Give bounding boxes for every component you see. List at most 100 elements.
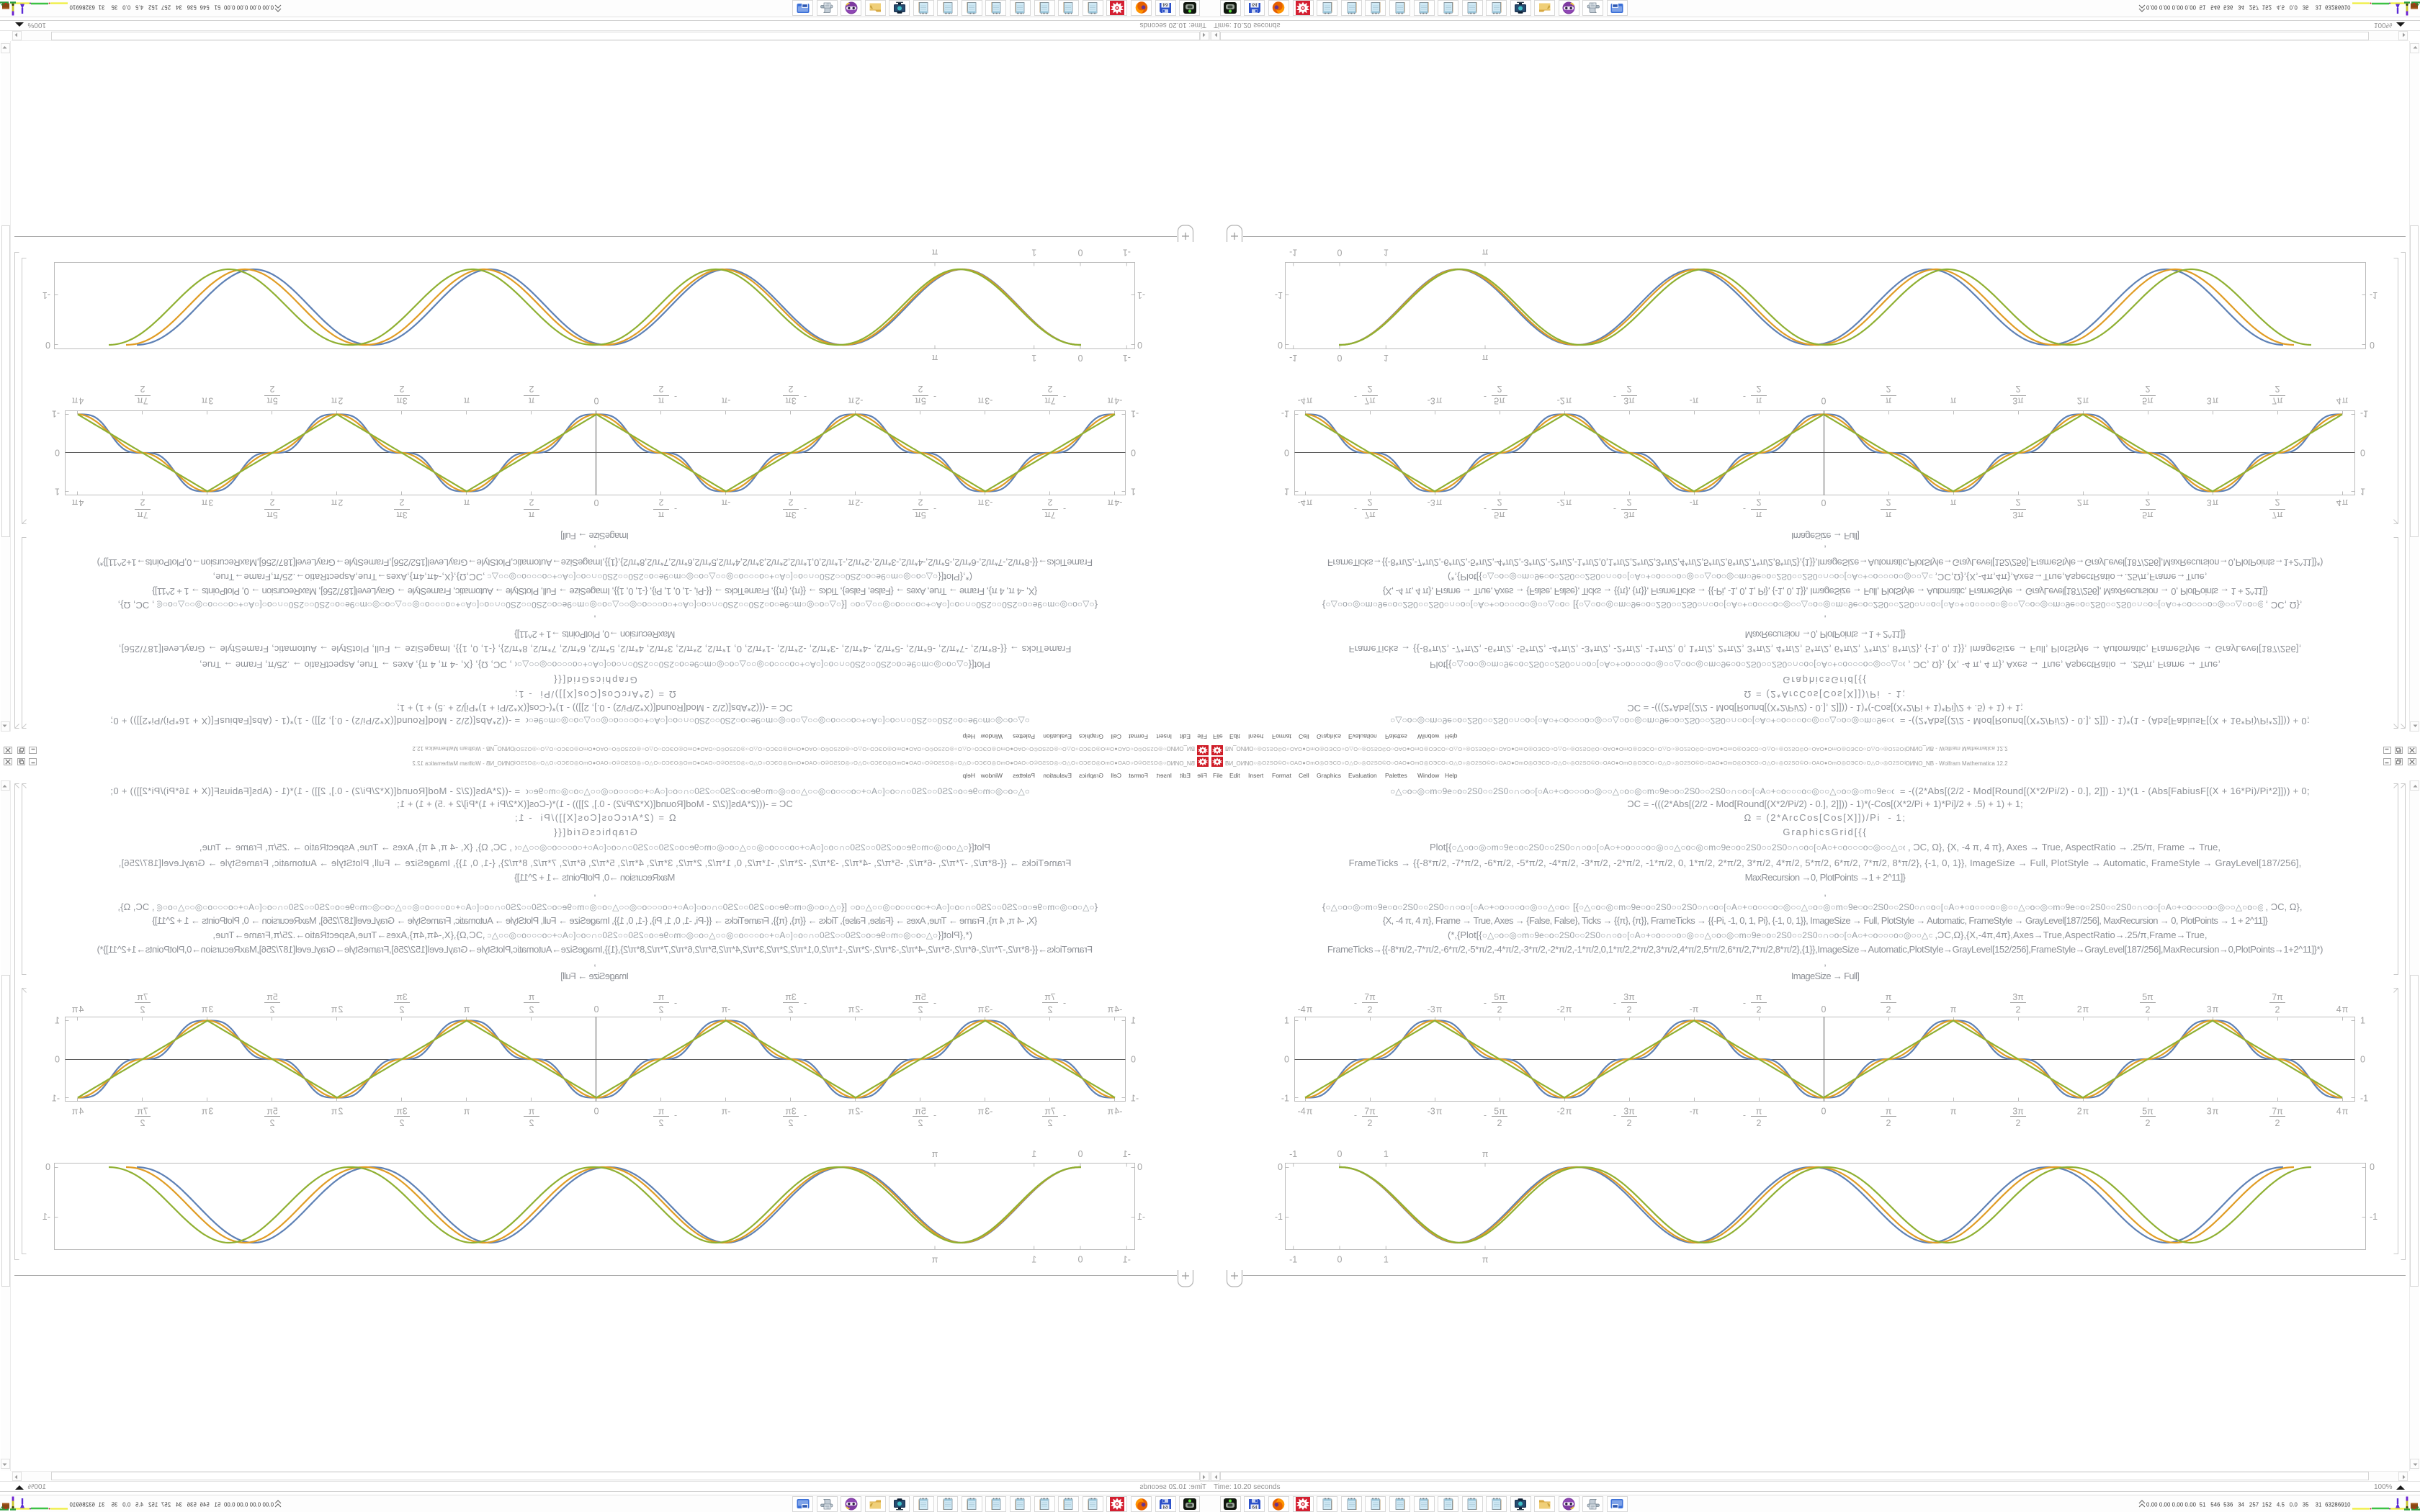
svg-text:2: 2 [788, 1005, 793, 1015]
svg-text:0.00 0.00 0.00 0.00 51 546: 0.00 0.00 0.00 0.00 51 546 536 34 257 15… [69, 1502, 274, 1508]
svg-text:0: 0 [1077, 1255, 1083, 1265]
svg-text:-4 π: -4 π [1298, 1107, 1313, 1117]
svg-text:7π: 7π [137, 1107, 148, 1117]
svg-text:3π: 3π [785, 1107, 797, 1117]
svg-text:0: 0 [1077, 353, 1083, 363]
svg-text:2: 2 [1886, 498, 1891, 508]
svg-text:2: 2 [1368, 384, 1373, 394]
svg-text:0: 0 [45, 1162, 50, 1172]
svg-text:-π: -π [1690, 1107, 1699, 1117]
svg-text:-π: -π [1690, 498, 1699, 508]
svg-text:3π: 3π [785, 510, 797, 520]
svg-text:-1: -1 [1123, 1149, 1131, 1159]
svg-text:2: 2 [1497, 1005, 1502, 1015]
svg-text:2: 2 [1627, 1005, 1632, 1015]
svg-text:2: 2 [788, 498, 793, 508]
svg-text:7π: 7π [137, 396, 148, 406]
svg-text:3 π: 3 π [2207, 396, 2219, 406]
svg-text:3π: 3π [396, 510, 408, 520]
svg-text:7π: 7π [1364, 1107, 1376, 1117]
svg-text:5π: 5π [266, 396, 278, 406]
svg-text:0: 0 [1077, 1149, 1083, 1159]
svg-text:3π: 3π [1623, 992, 1635, 1002]
svg-text:π: π [931, 1149, 938, 1159]
svg-text:1: 1 [2360, 487, 2365, 497]
svg-text:π: π [1950, 498, 1957, 508]
svg-text:0: 0 [1284, 448, 1289, 458]
svg-text:-1: -1 [2360, 1094, 2368, 1104]
svg-text:0.00 0.00 0.00 0.00 51 546: 0.00 0.00 0.00 0.00 51 546 536 34 257 15… [2146, 1502, 2351, 1508]
svg-text:7π: 7π [2272, 396, 2283, 406]
svg-text:-2 π: -2 π [848, 1107, 863, 1117]
svg-text:-: - [1743, 392, 1746, 402]
svg-text:-3 π: -3 π [977, 1107, 992, 1117]
svg-text:-: - [1484, 1110, 1487, 1120]
svg-text:0: 0 [1137, 340, 1142, 350]
svg-text:1: 1 [1031, 1149, 1036, 1159]
svg-text:2: 2 [1497, 498, 1502, 508]
svg-text:π: π [1950, 396, 1957, 406]
svg-text:2: 2 [529, 498, 534, 508]
svg-text:3π: 3π [785, 992, 797, 1002]
svg-text:-: - [674, 1110, 677, 1120]
svg-text:π: π [1482, 1255, 1489, 1265]
svg-text:-: - [1354, 1110, 1357, 1120]
svg-text:-1: -1 [52, 1094, 60, 1104]
svg-text:0: 0 [1821, 396, 1827, 406]
svg-text:3 π: 3 π [2207, 1107, 2219, 1117]
svg-text:2: 2 [529, 1118, 534, 1128]
svg-text:2: 2 [1368, 1118, 1373, 1128]
svg-text:2 π: 2 π [331, 396, 343, 406]
svg-text:π: π [658, 1107, 664, 1117]
svg-text:-: - [1063, 504, 1066, 514]
svg-text:1: 1 [2360, 1016, 2365, 1026]
svg-text:π: π [1482, 1149, 1489, 1159]
svg-text:-1: -1 [1275, 1212, 1283, 1222]
svg-text:2: 2 [1497, 384, 1502, 394]
svg-text:3π: 3π [785, 396, 797, 406]
svg-text:0: 0 [55, 448, 60, 458]
svg-text:5π: 5π [915, 1107, 926, 1117]
svg-text:2: 2 [1886, 384, 1891, 394]
svg-text:-1: -1 [2360, 409, 2368, 419]
svg-text:2: 2 [2016, 498, 2021, 508]
svg-text:3π: 3π [2012, 1107, 2024, 1117]
svg-text:-: - [1743, 1110, 1746, 1120]
svg-text:-: - [933, 998, 936, 1008]
svg-text:3 π: 3 π [201, 498, 213, 508]
svg-text:7π: 7π [1044, 510, 1056, 520]
svg-text:-4 π: -4 π [1298, 498, 1313, 508]
svg-text:5π: 5π [915, 396, 926, 406]
svg-text:-: - [933, 392, 936, 402]
svg-text:5π: 5π [1494, 992, 1505, 1002]
svg-text:2: 2 [918, 498, 923, 508]
svg-text:0: 0 [1131, 448, 1136, 458]
svg-text:2: 2 [269, 384, 274, 394]
svg-text:0: 0 [1137, 1162, 1142, 1172]
svg-text:π: π [1886, 510, 1892, 520]
svg-text:2: 2 [269, 498, 274, 508]
svg-text:-: - [1063, 392, 1066, 402]
svg-text:-1: -1 [1123, 353, 1131, 363]
svg-text:5π: 5π [2142, 510, 2154, 520]
svg-text:-1: -1 [2370, 290, 2378, 300]
svg-text:1: 1 [1031, 248, 1036, 258]
svg-text:-2 π: -2 π [1557, 396, 1572, 406]
svg-text:2: 2 [2146, 384, 2151, 394]
svg-text:3π: 3π [2012, 396, 2024, 406]
svg-text:3π: 3π [396, 992, 408, 1002]
svg-text:5π: 5π [2142, 1107, 2154, 1117]
svg-text:-1: -1 [1123, 1255, 1131, 1265]
svg-text:2: 2 [2275, 1005, 2280, 1015]
svg-text:-2 π: -2 π [848, 498, 863, 508]
svg-text:-: - [1613, 1110, 1616, 1120]
svg-text:2: 2 [2146, 1005, 2151, 1015]
svg-text:-4 π: -4 π [1107, 396, 1122, 406]
svg-text:2: 2 [1757, 384, 1762, 394]
svg-text:1: 1 [1384, 1255, 1389, 1265]
svg-text:-: - [804, 392, 807, 402]
svg-text:-4 π: -4 π [1107, 1107, 1122, 1117]
svg-text:2: 2 [269, 1005, 274, 1015]
svg-text:-π: -π [721, 498, 730, 508]
svg-text:2: 2 [2275, 384, 2280, 394]
